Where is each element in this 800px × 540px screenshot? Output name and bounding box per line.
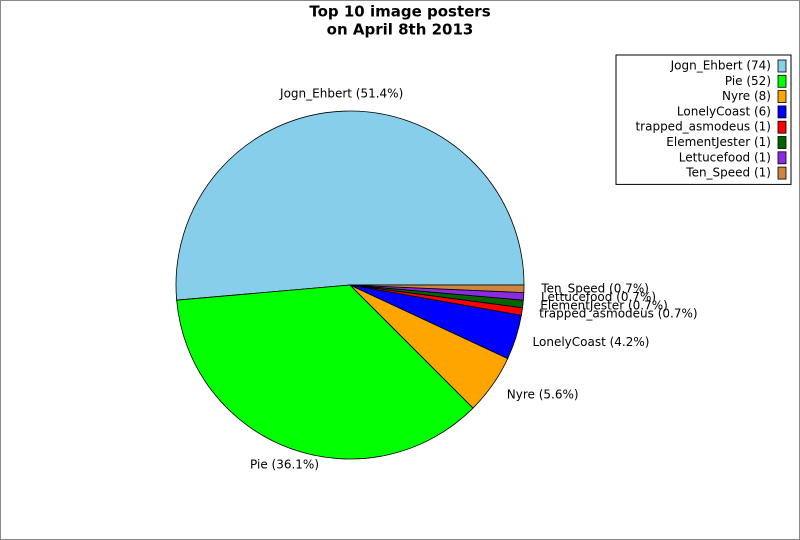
legend-swatch [777,90,787,103]
legend-box [615,54,792,185]
legend-label: Jogn_Ehbert (74) [670,59,771,73]
legend-swatch [777,166,787,180]
pie-slice [349,284,525,294]
chart-title: Top 10 image posters [309,3,490,21]
slice-label: LonelyCoast (4.2%) [533,335,650,349]
legend-label: LonelyCoast (6) [677,104,771,118]
chart-title: on April 8th 2013 [327,21,474,39]
slice-label: trapped_asmodeus (0.7%) [539,307,697,321]
slice-label: ElementJester (0.7%) [540,298,668,312]
legend-label: Ten_Speed (1) [685,166,771,180]
legend-label: ElementJester (1) [666,135,771,149]
legend-label: Lettucefood (1) [679,150,771,164]
slice-label: Ten_Speed (0.7%) [540,282,649,296]
pie-slice [175,110,525,301]
legend-swatch [777,151,787,165]
legend-label: Nyre (8) [722,89,771,103]
slice-label: Lettucefood (0.7%) [541,290,656,304]
legend-swatch [777,136,787,149]
legend-label: trapped_asmodeus (1) [635,120,771,134]
pie-slice [176,284,474,460]
legend-swatch [777,105,787,119]
legend-swatch [777,59,787,73]
legend-swatch [777,120,787,134]
slice-label: Nyre (5.6%) [507,387,579,401]
slice-label: Jogn_Ehbert (51.4%) [279,86,403,100]
slice-label: Pie (36.1%) [250,457,319,471]
legend-swatch [777,74,787,88]
legend-label: Pie (52) [725,74,771,88]
